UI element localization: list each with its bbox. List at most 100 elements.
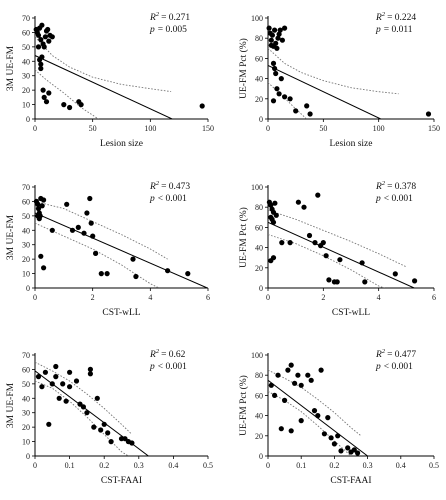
data-point [81, 230, 87, 236]
data-point [269, 32, 275, 38]
data-point [268, 42, 274, 48]
data-point [278, 426, 284, 432]
data-point [362, 279, 368, 285]
data-point [56, 395, 62, 401]
y-axis-label: UE-FM Pct (%) [238, 207, 249, 268]
y-tick-label: 40 [255, 75, 263, 84]
x-tick-label: 100 [373, 124, 385, 133]
x-tick-label: 0 [33, 124, 37, 133]
data-point [412, 278, 418, 284]
y-tick-label: 70 [22, 351, 30, 360]
data-point [323, 253, 329, 259]
data-point [46, 90, 52, 96]
y-tick-label: 0 [26, 115, 30, 124]
data-point [38, 37, 44, 43]
data-point [270, 98, 277, 104]
r-squared-value: = 0.224 [387, 13, 416, 23]
r-squared-symbol: R [149, 13, 156, 23]
data-point [53, 363, 59, 370]
p-value: = 0.011 [384, 25, 413, 35]
data-point [288, 362, 294, 368]
y-tick-label: 20 [255, 432, 263, 441]
data-point [67, 369, 73, 375]
data-point [98, 271, 104, 277]
data-point [273, 40, 279, 46]
data-point [60, 381, 66, 387]
y-tick-label: 10 [22, 270, 30, 279]
p-value-text: p < 0.001 [375, 194, 413, 204]
data-point [338, 448, 344, 454]
r-squared-exponent: 2 [156, 348, 160, 355]
regression-line [35, 55, 173, 119]
x-tick-label: 0.1 [296, 461, 306, 470]
data-point [41, 265, 47, 271]
y-tick-label: 10 [22, 438, 30, 447]
ci-upper-line [268, 47, 399, 95]
y-tick-label: 0 [26, 284, 30, 293]
data-point [331, 441, 337, 447]
r-squared-value: = 0.473 [161, 182, 190, 192]
x-axis-label: CST-wLL [102, 308, 140, 318]
y-tick-label: 80 [255, 371, 263, 380]
p-symbol: p [375, 362, 381, 372]
data-point [298, 418, 304, 424]
x-tick-label: 150 [202, 124, 214, 133]
data-point [41, 44, 47, 50]
ci-lower-line [35, 222, 160, 288]
y-tick-label: 30 [22, 241, 30, 250]
y-tick-label: 40 [22, 394, 30, 403]
y-tick-label: 60 [255, 391, 263, 400]
data-point [46, 421, 52, 427]
data-point [282, 25, 288, 31]
x-tick-label: 0.4 [168, 461, 178, 470]
data-point [298, 382, 304, 388]
data-point [38, 61, 44, 67]
p-value: = 0.005 [158, 25, 187, 35]
data-point [335, 433, 341, 439]
y-tick-label: 0 [259, 284, 263, 293]
data-point [35, 32, 42, 38]
x-tick-label: 0 [266, 461, 270, 470]
data-point [69, 227, 76, 233]
data-point [87, 371, 93, 377]
y-tick-label: 20 [255, 264, 263, 273]
data-point [122, 436, 128, 442]
p-value: < 0.001 [158, 362, 187, 372]
r-squared-symbol: R [375, 13, 382, 23]
ci-lower-line [35, 69, 99, 119]
data-point [46, 38, 52, 44]
y-tick-label: 100 [251, 14, 263, 23]
r-squared-value: = 0.378 [387, 182, 416, 192]
y-tick-label: 70 [22, 183, 30, 192]
data-point [43, 99, 50, 105]
data-point [42, 369, 49, 375]
r-squared-text: R2 = 0.62 [149, 348, 186, 360]
p-value-text: p = 0.005 [149, 25, 187, 35]
p-symbol: p [149, 362, 155, 372]
data-point [75, 224, 81, 230]
data-point [288, 428, 294, 434]
y-tick-label: 100 [251, 351, 263, 360]
data-point [36, 216, 42, 222]
ci-upper-line [35, 36, 172, 93]
panel-5: 0 10 20 30 40 50 60 70 0 0.1 0.2 0.3 0.4 0.5 CST-FAAI 3… [6, 348, 213, 486]
ci-upper-line [268, 369, 362, 437]
y-tick-label: 40 [255, 244, 263, 253]
data-point [49, 34, 55, 40]
data-point [101, 421, 107, 427]
data-point [308, 377, 314, 383]
y-tick-label: 50 [22, 212, 30, 221]
regression-line [268, 65, 382, 119]
data-point [311, 408, 318, 414]
x-tick-label: 150 [428, 124, 440, 133]
x-tick-label: 0.5 [203, 461, 213, 470]
data-point [328, 435, 334, 441]
r-squared-text: R2 = 0.378 [375, 180, 416, 192]
data-point [90, 233, 96, 239]
data-point [276, 91, 282, 97]
y-tick-label: 40 [22, 226, 30, 235]
y-tick-label: 40 [255, 412, 263, 421]
data-point [73, 378, 80, 384]
data-point [272, 200, 278, 206]
data-point [53, 374, 59, 380]
